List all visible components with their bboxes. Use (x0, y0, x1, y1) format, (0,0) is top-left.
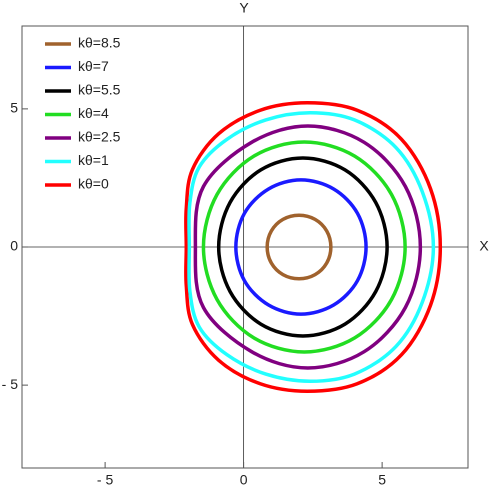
curve (216, 156, 389, 338)
y-tick-label: - 5 (2, 376, 19, 392)
legend-label: kθ=1 (78, 152, 109, 168)
legend-label: kθ=4 (78, 105, 109, 121)
x-tick-label: 0 (240, 472, 248, 488)
curve (193, 124, 423, 370)
curve (184, 101, 443, 393)
x-tick-label: 5 (378, 472, 386, 488)
y-tick-label: 5 (10, 100, 18, 116)
curve (234, 178, 368, 316)
legend-label: kθ=5.5 (78, 82, 121, 98)
x-axis-label: X (479, 238, 489, 254)
curve (265, 213, 333, 281)
x-tick-label: - 5 (97, 472, 114, 488)
curve (187, 110, 436, 384)
legend-label: kθ=0 (78, 176, 109, 192)
curve (201, 140, 407, 354)
legend-label: kθ=7 (78, 58, 109, 74)
legend-label: kθ=2.5 (78, 129, 121, 145)
y-tick-label: 0 (10, 238, 18, 254)
y-axis-label: Y (239, 0, 249, 16)
legend-label: kθ=8.5 (78, 35, 121, 51)
